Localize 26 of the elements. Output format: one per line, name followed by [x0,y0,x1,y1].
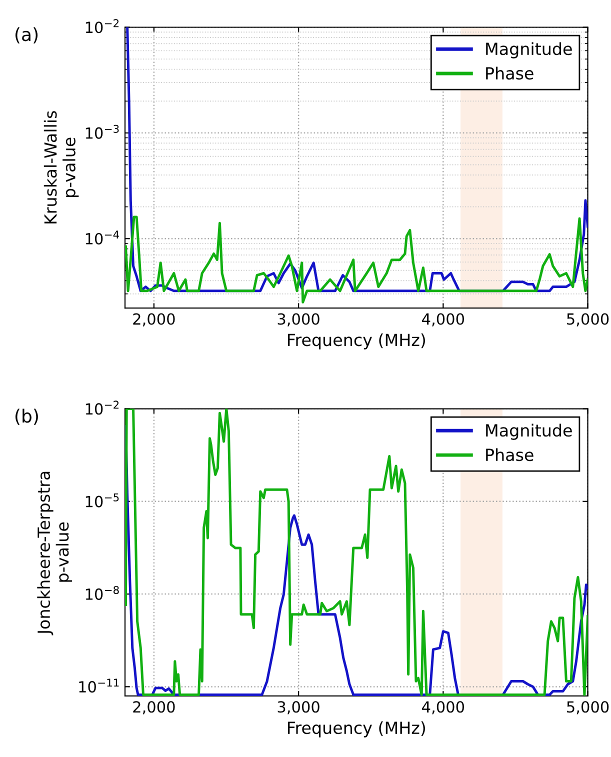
line-series [125,216,588,304]
legend-label: Magnitude [486,424,572,440]
x-tick-label: 5,000 [567,313,609,326]
x-axis-title: Frequency (MHz) [288,721,425,738]
y-tick-label: 10$^{−5}$ [86,493,119,508]
x-axis-title: Frequency (MHz) [288,333,425,350]
y-axis-title: Kruskal-Wallis p-value [44,111,79,224]
x-tick-label: 4,000 [422,701,464,714]
y-tick-label: 10$^{−2}$ [86,19,119,34]
legend-label: Phase [486,66,534,80]
x-tick-label: 3,000 [278,701,320,714]
y-tick-label: 10$^{−11}$ [79,678,119,693]
x-tick-label: 3,000 [278,313,320,326]
legend-label: Phase [486,448,534,462]
chart-title: (b) [15,408,38,425]
x-tick-label: 2,000 [133,313,175,326]
x-tick-label: 4,000 [422,313,464,326]
chart-title: (a) [15,27,38,44]
y-tick-label: 10$^{−2}$ [86,400,119,415]
y-tick-label: 10$^{−4}$ [86,230,119,245]
legend-label: Magnitude [486,42,572,58]
y-axis-title: Jonckheere-Terpstra p-value [37,472,72,636]
y-tick-label: 10$^{−8}$ [86,586,119,600]
y-tick-label: 10$^{−3}$ [86,124,119,139]
x-tick-label: 5,000 [567,701,609,714]
x-tick-label: 2,000 [133,701,175,714]
